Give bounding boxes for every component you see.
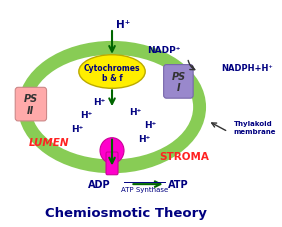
Text: H⁺: H⁺ — [145, 121, 157, 130]
Text: ADP: ADP — [88, 179, 111, 189]
Text: PS
I: PS I — [171, 71, 186, 93]
Text: H⁺: H⁺ — [138, 135, 150, 143]
Text: LUMEN: LUMEN — [29, 137, 70, 147]
Text: H⁺: H⁺ — [80, 111, 92, 120]
Text: H⁺: H⁺ — [116, 20, 130, 30]
Ellipse shape — [18, 42, 206, 173]
Circle shape — [100, 138, 124, 164]
FancyBboxPatch shape — [15, 88, 47, 121]
Ellipse shape — [31, 55, 193, 160]
FancyBboxPatch shape — [106, 152, 118, 175]
Text: NADP⁺: NADP⁺ — [147, 46, 180, 55]
Text: H⁺: H⁺ — [71, 125, 83, 134]
FancyBboxPatch shape — [164, 65, 193, 99]
Text: ATP Synthase: ATP Synthase — [121, 186, 168, 192]
Text: PS
II: PS II — [24, 94, 38, 115]
Text: Thylakoid
membrane: Thylakoid membrane — [234, 121, 276, 134]
Text: H⁺: H⁺ — [93, 97, 105, 106]
Text: Chemiosmotic Theory: Chemiosmotic Theory — [45, 206, 207, 219]
Text: Cytochromes
b & f: Cytochromes b & f — [84, 64, 140, 83]
Ellipse shape — [79, 55, 145, 89]
Text: H⁺: H⁺ — [129, 107, 141, 116]
Text: STROMA: STROMA — [159, 152, 209, 162]
Text: NADPH+H⁺: NADPH+H⁺ — [221, 64, 272, 73]
Text: ATP: ATP — [168, 179, 189, 189]
